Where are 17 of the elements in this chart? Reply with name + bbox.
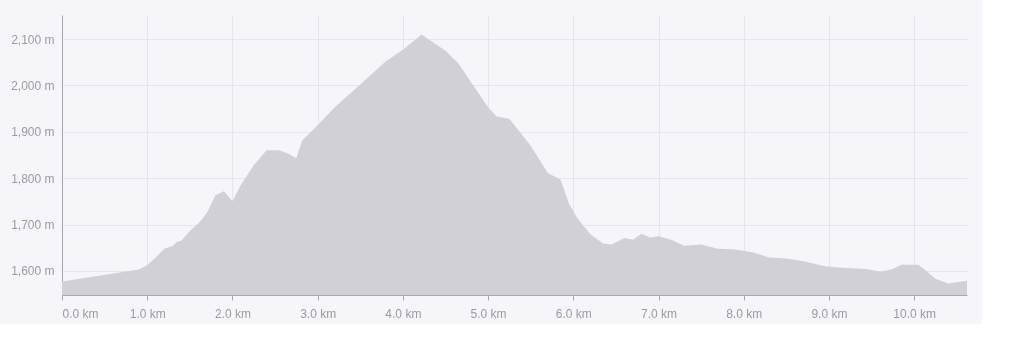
x-tick-label: 9.0 km xyxy=(811,306,848,321)
x-tick-label: 3.0 km xyxy=(300,306,337,321)
x-tick-label: 8.0 km xyxy=(726,306,763,321)
y-tick-label: 1,600 m xyxy=(11,264,55,279)
y-tick-label: 1,800 m xyxy=(11,171,55,186)
x-tick-label: 0.0 km xyxy=(62,306,99,321)
x-tick-label: 6.0 km xyxy=(555,306,592,321)
x-tick-label: 4.0 km xyxy=(385,306,422,321)
x-tick-label: 2.0 km xyxy=(214,306,251,321)
x-tick-label: 5.0 km xyxy=(470,306,507,321)
y-tick-label: 1,900 m xyxy=(11,125,55,140)
x-tick-label: 10.0 km xyxy=(893,306,937,321)
x-tick-label: 7.0 km xyxy=(641,306,678,321)
y-tick-label: 1,700 m xyxy=(11,218,55,233)
y-tick-label: 2,000 m xyxy=(11,78,55,93)
y-tick-label: 2,100 m xyxy=(11,32,55,47)
x-tick-label: 1.0 km xyxy=(129,306,166,321)
